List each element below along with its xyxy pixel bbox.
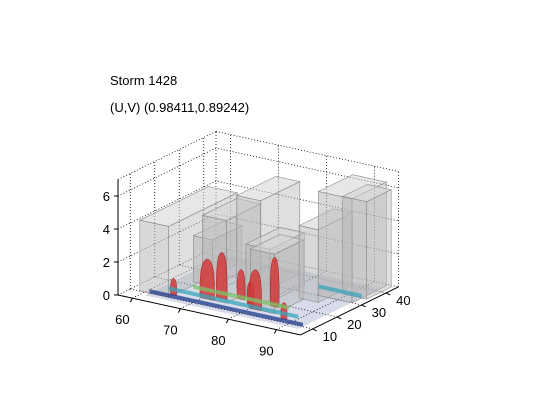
grid-line-y-floor [203, 252, 387, 294]
y-tick-label-30: 30 [372, 305, 386, 320]
x-tick-label-90: 90 [259, 344, 273, 359]
x-axis-line [117, 294, 301, 336]
isosurface-top-3 [235, 176, 301, 202]
y-tick-mark [336, 316, 342, 320]
y-tick-label-10: 10 [323, 329, 337, 344]
chart-subtitle: (U,V) (0.98411,0.89242) [110, 100, 250, 115]
isosurface-top-7 [317, 174, 388, 200]
x-tick-mark [273, 329, 277, 334]
isosurface-front-6 [298, 225, 319, 303]
isosurface-top-8 [341, 184, 393, 203]
grid-line-z [117, 180, 399, 230]
isosurface-front-0 [139, 219, 169, 298]
x-tick-label-60: 60 [115, 312, 129, 327]
core-2 [216, 252, 228, 301]
z-tick-label-0: 0 [103, 288, 110, 303]
isosurface-front-8 [342, 196, 368, 300]
grid-line-z [117, 147, 399, 197]
base-strip-3 [318, 284, 362, 298]
core-3 [236, 269, 246, 301]
x-tick-mark [177, 308, 181, 313]
box-edge [117, 131, 217, 180]
y-tick-label-20: 20 [347, 317, 361, 332]
box-edge [215, 131, 399, 172]
isosurface-top-0 [138, 186, 239, 227]
z-tick-label-4: 4 [103, 222, 110, 237]
x-tick-label-80: 80 [211, 333, 225, 348]
base-strip-1 [168, 286, 299, 319]
chart-title: Storm 1428 [110, 73, 178, 88]
x-tick-mark [129, 297, 133, 303]
y-tick-mark [361, 304, 366, 308]
x-tick-label-70: 70 [163, 323, 177, 338]
isosurface-side-8 [366, 189, 392, 300]
x-tick-mark [225, 318, 229, 324]
axes-layer: 60 70 80 90 10 20 30 40 0 2 4 6 [103, 179, 411, 359]
core-6 [269, 256, 280, 308]
y-tick-mark [312, 328, 317, 332]
y-tick-label-40: 40 [396, 293, 410, 308]
base-strip-0 [149, 289, 303, 327]
base-strip-2 [193, 284, 290, 310]
surface-layer [138, 174, 393, 329]
z-tick-label-6: 6 [103, 189, 110, 204]
z-tick-label-2: 2 [103, 255, 110, 270]
y-axis-line [300, 286, 399, 336]
y-tick-mark [385, 292, 391, 296]
